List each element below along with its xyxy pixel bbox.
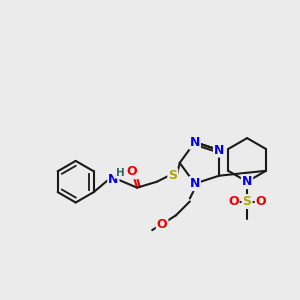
Text: N: N bbox=[190, 177, 200, 190]
Text: N: N bbox=[108, 173, 118, 186]
Text: O: O bbox=[127, 165, 137, 178]
Text: N: N bbox=[214, 144, 224, 157]
Text: N: N bbox=[242, 175, 252, 188]
Text: H: H bbox=[116, 168, 125, 178]
Text: S: S bbox=[243, 195, 252, 208]
Text: N: N bbox=[190, 136, 200, 149]
Text: O: O bbox=[157, 218, 167, 231]
Text: O: O bbox=[256, 195, 266, 208]
Text: O: O bbox=[228, 195, 238, 208]
Text: S: S bbox=[168, 169, 177, 182]
